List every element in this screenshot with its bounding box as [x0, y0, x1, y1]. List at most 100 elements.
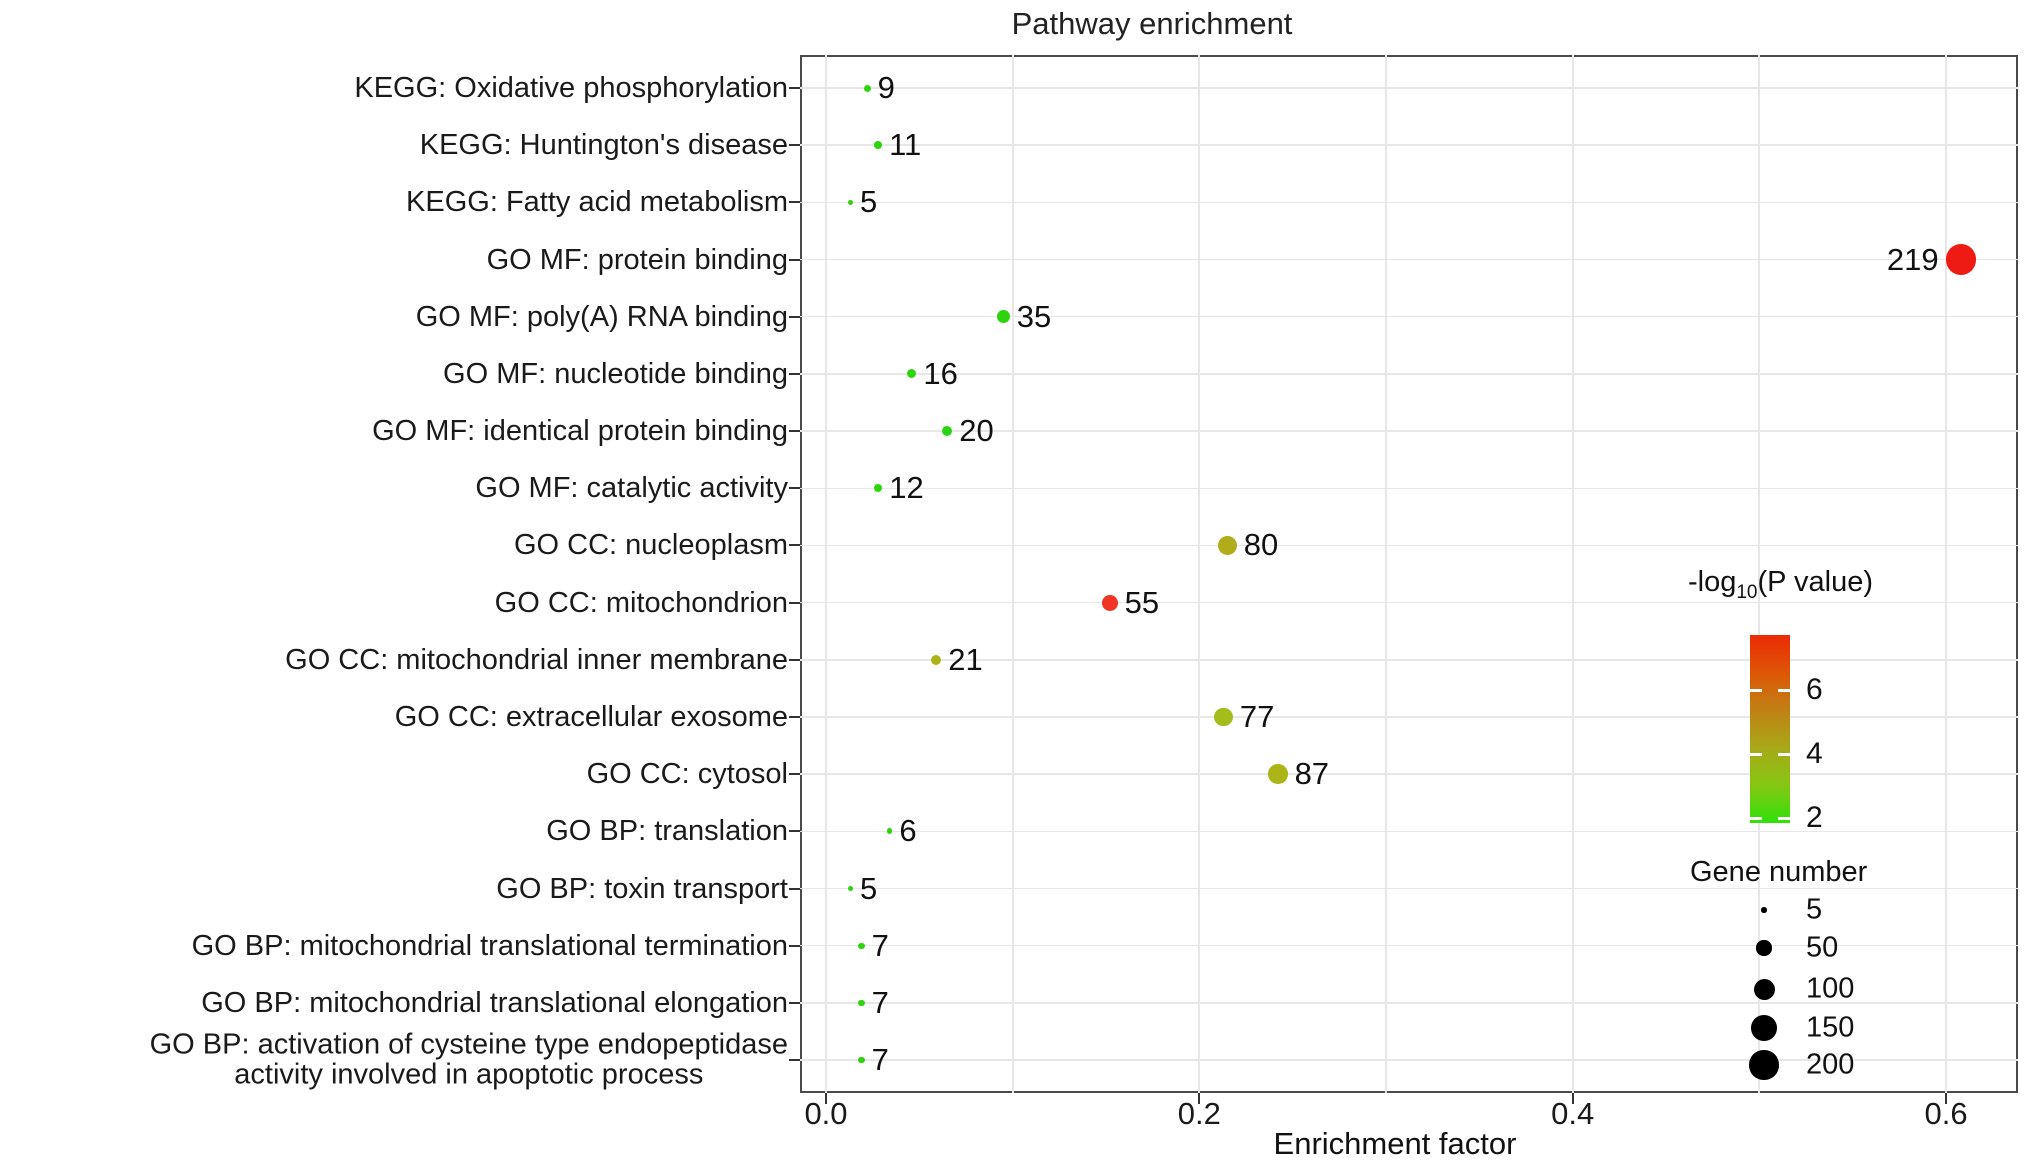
data-point — [1101, 594, 1118, 611]
data-point-label: 5 — [860, 870, 878, 906]
size-legend-dot — [1753, 978, 1775, 1000]
data-point-label: 77 — [1239, 698, 1275, 734]
y-axis-tick — [789, 1001, 800, 1004]
colorbar-tick — [1750, 752, 1762, 756]
size-legend-dot — [1756, 940, 1772, 956]
category-label: GO BP: translation — [546, 815, 788, 848]
data-point — [847, 199, 853, 206]
data-point-label: 7 — [871, 927, 889, 963]
category-label: GO CC: nucleoplasm — [514, 529, 788, 562]
plot-panel — [800, 55, 2018, 1093]
y-axis-tick — [789, 430, 800, 433]
colorbar-tick-label: 6 — [1806, 673, 1823, 706]
size-legend-label: 5 — [1806, 893, 1823, 926]
horizontal-gridline — [800, 716, 2018, 718]
data-point — [1945, 244, 1977, 275]
horizontal-gridline — [800, 773, 2018, 775]
category-label: GO MF: protein binding — [486, 243, 788, 276]
data-point-label: 20 — [959, 413, 994, 449]
x-axis-tick — [1571, 1093, 1574, 1104]
colorbar-tick-label: 2 — [1806, 801, 1823, 834]
x-axis-title: Enrichment factor — [1273, 1126, 1517, 1161]
horizontal-gridline — [800, 487, 2018, 489]
size-legend-label: 150 — [1806, 1011, 1855, 1044]
y-axis-tick — [789, 87, 800, 89]
data-point-label: 12 — [889, 470, 924, 506]
y-axis-tick — [789, 715, 800, 718]
data-point — [858, 1056, 865, 1064]
data-point — [996, 310, 1010, 324]
x-axis-tick-label: 0.0 — [804, 1096, 848, 1131]
horizontal-gridline — [800, 87, 2018, 89]
colorbar-tick — [1778, 688, 1790, 692]
y-axis-tick — [789, 658, 800, 661]
horizontal-gridline — [800, 144, 2018, 146]
color-legend-title-suffix: (P value) — [1757, 566, 1874, 598]
horizontal-gridline — [800, 430, 2018, 432]
data-point — [863, 84, 871, 92]
data-point-label: 35 — [1016, 298, 1052, 334]
size-legend-dot — [1751, 1015, 1777, 1041]
category-label: GO CC: mitochondrial inner membrane — [285, 643, 788, 676]
size-legend-label: 200 — [1806, 1048, 1855, 1081]
category-label: GO CC: extracellular exosome — [394, 700, 788, 733]
data-point-label: 219 — [1886, 241, 1939, 277]
horizontal-gridline — [800, 830, 2018, 833]
data-point — [942, 426, 953, 437]
data-point — [847, 885, 853, 892]
vertical-gridline — [1198, 55, 1201, 1093]
data-point — [1267, 764, 1288, 784]
category-label: GO BP: mitochondrial translational elong… — [201, 986, 788, 1019]
x-axis-tick-label: 0.2 — [1177, 1096, 1221, 1131]
vertical-gridline — [1385, 55, 1387, 1093]
y-axis-tick — [789, 487, 800, 490]
vertical-gridline — [1945, 55, 1948, 1093]
category-label: GO BP: mitochondrial translational termi… — [191, 929, 788, 962]
x-axis-tick-label: 0.4 — [1551, 1096, 1595, 1131]
size-legend-dot — [1761, 907, 1767, 913]
color-legend-title-prefix: -log — [1688, 566, 1737, 598]
category-label: KEGG: Oxidative phosphorylation — [354, 71, 788, 104]
category-label: GO CC: cytosol — [586, 757, 788, 790]
vertical-gridline — [825, 55, 827, 1093]
category-label: GO MF: catalytic activity — [475, 472, 788, 505]
category-label: KEGG: Huntington's disease — [419, 128, 788, 161]
size-legend-label: 50 — [1806, 931, 1839, 964]
y-axis-tick — [789, 144, 800, 147]
data-point — [858, 999, 865, 1006]
y-axis-tick — [789, 315, 800, 318]
colorbar-tick — [1778, 816, 1790, 820]
size-legend-dot — [1749, 1050, 1779, 1080]
horizontal-gridline — [800, 1059, 2018, 1061]
x-axis-tick — [1198, 1093, 1201, 1104]
category-label: KEGG: Fatty acid metabolism — [406, 186, 788, 219]
data-point — [886, 828, 893, 835]
category-label: GO BP: toxin transport — [496, 872, 788, 905]
y-axis-tick — [789, 201, 800, 204]
horizontal-gridline — [800, 601, 2018, 604]
data-point-label: 7 — [871, 984, 889, 1020]
data-point-label: 21 — [948, 641, 983, 677]
data-point-label: 80 — [1243, 527, 1279, 563]
horizontal-gridline — [800, 1002, 2018, 1004]
size-legend-title: Gene number — [1690, 856, 1868, 888]
vertical-gridline — [1758, 55, 1761, 1093]
data-point-label: 6 — [899, 813, 917, 849]
vertical-gridline — [1571, 55, 1574, 1093]
y-axis-tick — [789, 372, 800, 375]
category-label: GO MF: nucleotide binding — [443, 357, 788, 390]
data-point-label: 7 — [871, 1042, 889, 1078]
colorbar-tick — [1750, 816, 1762, 820]
colorbar-tick — [1778, 752, 1790, 756]
data-point — [874, 484, 883, 493]
horizontal-gridline — [800, 887, 2018, 890]
data-point — [931, 654, 942, 665]
horizontal-gridline — [800, 944, 2018, 947]
y-axis-tick — [789, 944, 800, 947]
data-point-label: 5 — [860, 184, 878, 220]
data-point — [1217, 535, 1237, 555]
color-legend-title: -log10(P value) — [1688, 566, 1873, 604]
pvalue-colorbar — [1750, 635, 1790, 823]
y-axis-tick — [789, 830, 800, 833]
